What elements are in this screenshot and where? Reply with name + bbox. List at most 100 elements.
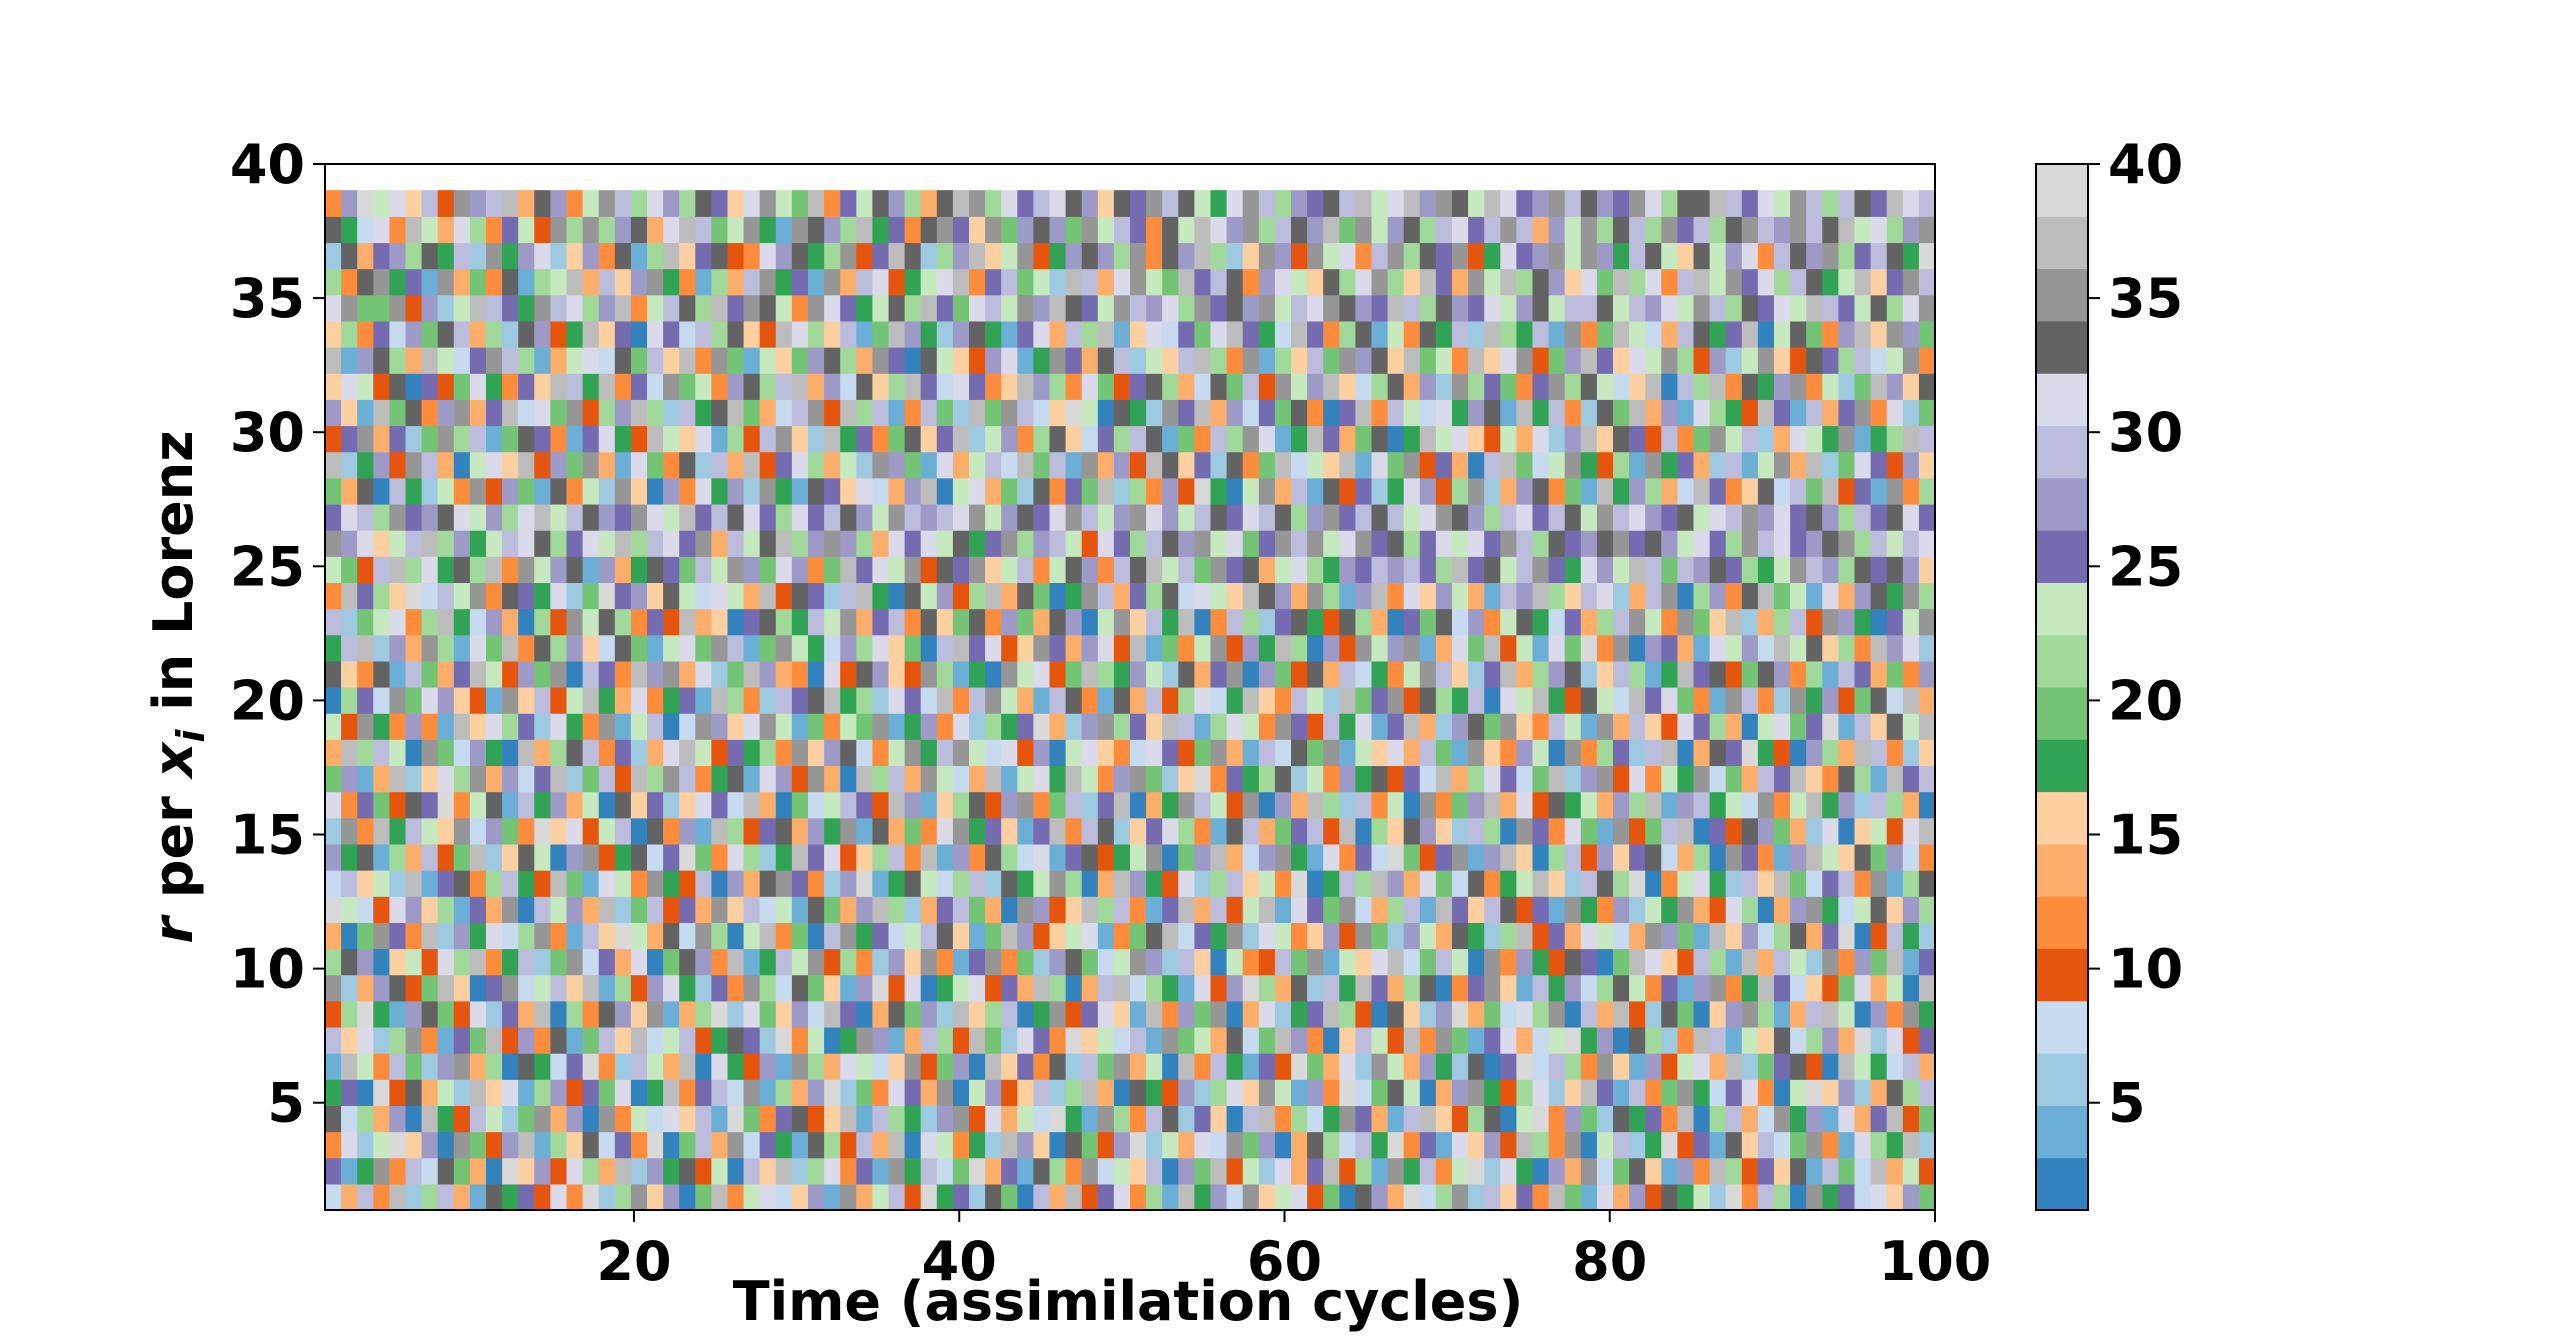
heatmap-cell — [325, 268, 342, 296]
heatmap-cell — [389, 843, 407, 871]
heatmap-cell — [1613, 347, 1630, 374]
heatmap-cell — [872, 503, 890, 531]
heatmap-cell — [1435, 1157, 1453, 1185]
heatmap-cell — [614, 974, 632, 1002]
heatmap-cell — [1355, 870, 1373, 897]
heatmap-cell — [1001, 582, 1018, 610]
heatmap-cell — [1613, 739, 1630, 767]
heatmap-cell — [1677, 739, 1695, 767]
heatmap-cell — [1452, 896, 1469, 923]
heatmap-cell — [1291, 974, 1308, 1002]
heatmap-cell — [1757, 660, 1775, 688]
heatmap-cell — [357, 922, 374, 950]
heatmap-cell — [856, 1105, 873, 1133]
heatmap-cell — [1452, 922, 1469, 950]
heatmap-cell — [1725, 451, 1743, 479]
heatmap-cell — [341, 843, 358, 871]
heatmap-cell — [647, 556, 664, 583]
heatmap-cell — [808, 373, 825, 400]
heatmap-cell — [1709, 896, 1727, 923]
heatmap-cell — [534, 503, 551, 531]
heatmap-cell — [1645, 373, 1662, 400]
heatmap-cell — [1178, 1000, 1195, 1028]
heatmap-cell — [1049, 556, 1067, 583]
heatmap-cell — [1580, 1131, 1598, 1159]
heatmap-cell — [325, 1157, 342, 1185]
heatmap-cell — [969, 1000, 986, 1028]
heatmap-cell — [888, 713, 906, 740]
heatmap-cell — [888, 608, 906, 636]
heatmap-cell — [1403, 1000, 1421, 1028]
heatmap-cell — [1355, 242, 1373, 270]
heatmap-cell — [1194, 1000, 1212, 1028]
heatmap-cell — [856, 791, 873, 819]
heatmap-cell — [453, 242, 471, 270]
heatmap-cell — [1371, 608, 1389, 636]
heatmap-cell — [1033, 870, 1051, 897]
heatmap-cell — [1258, 399, 1276, 427]
heatmap-cell — [1548, 242, 1566, 270]
heatmap-cell — [1484, 320, 1501, 348]
heatmap-cell — [1629, 582, 1646, 610]
heatmap-cell — [1822, 713, 1839, 740]
heatmap-cell — [872, 713, 890, 740]
heatmap-cell — [1017, 216, 1034, 244]
heatmap-cell — [679, 242, 696, 270]
colorbar-segment — [2036, 739, 2088, 793]
heatmap-cell — [1709, 608, 1727, 636]
heatmap-cell — [969, 1053, 986, 1080]
heatmap-cell — [1838, 1079, 1856, 1106]
heatmap-cell — [437, 582, 455, 610]
heatmap-cell — [566, 451, 584, 479]
heatmap-cell — [1870, 399, 1888, 427]
heatmap-cell — [1838, 974, 1856, 1002]
heatmap-cell — [1790, 974, 1807, 1002]
heatmap-cell — [1596, 1079, 1614, 1106]
heatmap-cell — [1596, 948, 1614, 976]
heatmap-cell — [1532, 870, 1550, 897]
heatmap-cell — [1548, 320, 1566, 348]
heatmap-cell — [614, 477, 632, 505]
heatmap-cell — [1226, 268, 1244, 296]
heatmap-cell — [1741, 1079, 1759, 1106]
colorbar-segment — [2036, 1053, 2088, 1106]
heatmap-cell — [630, 765, 648, 793]
heatmap-cell — [1403, 739, 1421, 767]
heatmap-cell — [920, 477, 938, 505]
heatmap-cell — [469, 922, 487, 950]
heatmap-cell — [936, 713, 954, 740]
heatmap-cell — [502, 477, 519, 505]
heatmap-cell — [1258, 190, 1276, 217]
heatmap-cell — [1033, 1105, 1051, 1133]
heatmap-cell — [824, 870, 841, 897]
heatmap-cell — [1113, 870, 1131, 897]
heatmap-cell — [1274, 974, 1292, 1002]
heatmap-cell — [1307, 268, 1324, 296]
heatmap-cell — [727, 922, 745, 950]
heatmap-cell — [727, 843, 745, 871]
heatmap-cell — [1870, 922, 1888, 950]
heatmap-cell — [1355, 974, 1373, 1002]
heatmap-cell — [1548, 373, 1566, 400]
heatmap-cell — [1258, 294, 1276, 322]
heatmap-cell — [1049, 1183, 1067, 1211]
heatmap-cell — [1291, 556, 1308, 583]
heatmap-cell — [534, 242, 551, 270]
heatmap-cell — [1291, 1026, 1308, 1054]
heatmap-cell — [824, 190, 841, 217]
heatmap-cell — [1403, 634, 1421, 662]
heatmap-cell — [453, 634, 471, 662]
heatmap-cell — [1580, 634, 1598, 662]
heatmap-cell — [711, 242, 729, 270]
heatmap-cell — [582, 817, 600, 845]
heatmap-cell — [1580, 190, 1598, 217]
heatmap-cell — [711, 425, 729, 453]
heatmap-cell — [1822, 1157, 1839, 1185]
heatmap-cell — [1242, 1183, 1260, 1211]
heatmap-cell — [1387, 896, 1405, 923]
heatmap-cell — [1468, 425, 1485, 453]
heatmap-cell — [405, 843, 423, 871]
heatmap-cell — [614, 739, 632, 767]
heatmap-cell — [486, 817, 503, 845]
heatmap-cell — [791, 791, 809, 819]
